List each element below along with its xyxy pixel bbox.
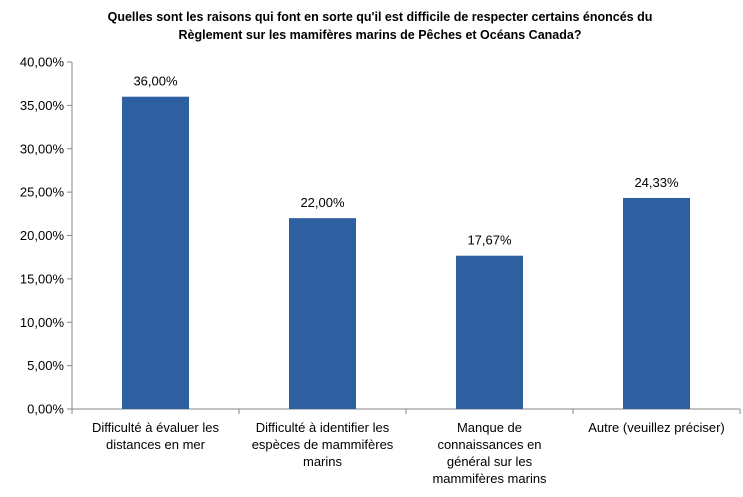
x-category-label-line: espèces de mammifères xyxy=(251,437,394,452)
x-category-label-line: Difficulté à identifier les xyxy=(255,420,390,435)
bar xyxy=(456,255,523,409)
data-label: 24,33% xyxy=(634,175,679,190)
x-category-label-line: Difficulté à évaluer les xyxy=(92,420,219,435)
x-category-label-line: Manque de xyxy=(456,420,523,435)
chart-title: Quelles sont les raisons qui font en sor… xyxy=(60,8,700,44)
y-tick-label: 15,00% xyxy=(20,271,65,286)
x-category-label-line: marins xyxy=(302,454,342,469)
y-tick-label: 25,00% xyxy=(20,185,65,200)
y-tick-label: 0,00% xyxy=(27,402,64,417)
x-category-label-line: connaissances en xyxy=(437,437,542,452)
data-label: 17,67% xyxy=(467,233,512,248)
x-category-label-line: mammifères marins xyxy=(432,471,547,486)
x-category-label: Difficulté à évaluer les distances en mer xyxy=(72,419,239,453)
data-label: 36,00% xyxy=(133,74,178,89)
x-category-label: Autre (veuillez préciser) xyxy=(573,419,740,436)
y-tick-label: 5,00% xyxy=(27,358,64,373)
y-tick-label: 35,00% xyxy=(20,98,65,113)
bar xyxy=(122,96,189,409)
bar xyxy=(289,218,356,409)
y-tick-label: 40,00% xyxy=(20,55,65,70)
x-category-label: Difficulté à identifier les espèces de ma… xyxy=(239,419,406,470)
chart-title-line-1: Quelles sont les raisons qui font en sor… xyxy=(107,10,653,24)
x-category-label-line: général sur les xyxy=(446,454,533,469)
x-category-label-line: distances en mer xyxy=(106,437,205,452)
chart-title-line-2: Règlement sur les mamifères marins de Pê… xyxy=(178,28,582,42)
y-tick-label: 10,00% xyxy=(20,315,65,330)
data-label: 22,00% xyxy=(300,195,345,210)
y-tick-label: 30,00% xyxy=(20,141,65,156)
x-category-label: Manque de connaissances en général sur les… xyxy=(406,419,573,487)
y-tick-label: 20,00% xyxy=(20,228,65,243)
x-category-label-line: Autre (veuillez préciser) xyxy=(588,420,725,435)
bar xyxy=(623,197,690,409)
